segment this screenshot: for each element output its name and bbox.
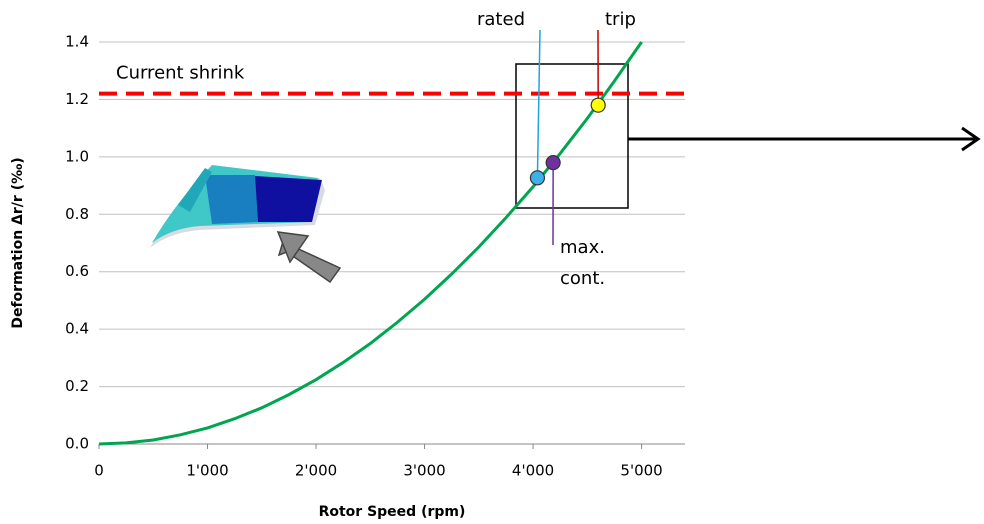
point — [546, 156, 560, 170]
x-tick-label: 0 — [94, 462, 104, 480]
x-tick-label: 1'000 — [186, 462, 228, 480]
annotation-line — [537, 30, 540, 178]
annotation-label: cont. — [560, 268, 605, 289]
y-axis-label: Deformation Δr/r (‰) — [10, 157, 26, 328]
y-tick-label: 0.2 — [65, 377, 89, 395]
y-tick-label: 1.2 — [65, 90, 89, 108]
annotation-label: rated — [477, 9, 525, 30]
x-tick-label: 2'000 — [295, 462, 337, 480]
y-tick-label: 0.4 — [65, 320, 89, 338]
y-tick-label: 0.0 — [65, 435, 89, 453]
x-tick-label: 3'000 — [403, 462, 445, 480]
annotation-label: max. — [560, 237, 605, 258]
y-tick-label: 1.4 — [65, 33, 89, 51]
x-axis-label: Rotor Speed (rpm) — [319, 504, 466, 520]
chart: Deformation Δr/r (‰) Rotor Speed (rpm) 0… — [0, 0, 984, 524]
y-tick-label: 0.6 — [65, 262, 89, 280]
x-tick-label: 5'000 — [620, 462, 662, 480]
reference-label: Current shrink — [116, 63, 245, 84]
annotation-label: trip — [605, 9, 636, 30]
y-tick-label: 1.0 — [65, 147, 89, 165]
point — [591, 98, 605, 112]
x-tick-label: 4'000 — [512, 462, 554, 480]
point — [530, 171, 544, 185]
blade-illustration — [150, 165, 340, 282]
y-tick-label: 0.8 — [65, 205, 89, 223]
